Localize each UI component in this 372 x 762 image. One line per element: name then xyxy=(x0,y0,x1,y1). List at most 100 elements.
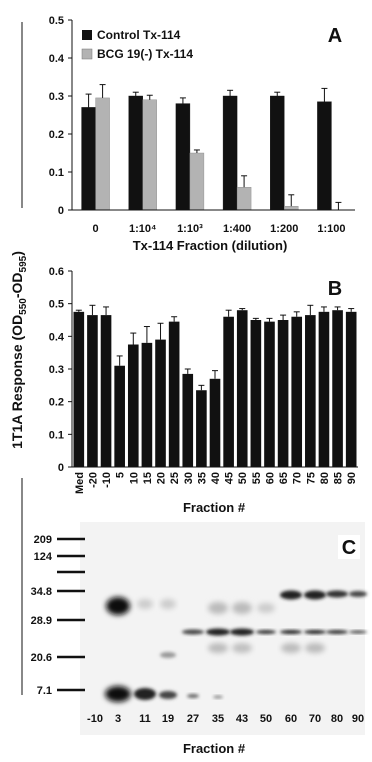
gel-band xyxy=(326,590,348,598)
panel-b-bar xyxy=(168,321,180,467)
panel-a-xtick-label: 1:100 xyxy=(317,223,345,235)
panel-b-xtick-label: 75 xyxy=(305,472,317,484)
panel-b-bar xyxy=(318,311,330,467)
panel-b-bar xyxy=(114,365,125,467)
panel-b-xtick-label: 60 xyxy=(264,472,276,484)
panel-b-xtick-label: 5 xyxy=(115,472,127,478)
gel-band xyxy=(159,691,177,699)
gel-lane-label: 80 xyxy=(331,713,343,725)
panel-b-xtick-label: 70 xyxy=(292,472,304,484)
gel-band xyxy=(187,694,199,698)
gel-lane-labels: -10 3 11 19 27 35 43 50 60 70 80 90 xyxy=(87,713,364,725)
panel-b-bar xyxy=(209,378,221,467)
panel-b-bar xyxy=(305,315,316,467)
panel-a-bar-control xyxy=(317,101,332,211)
panel-a-bar-control xyxy=(222,95,238,211)
panel-b-xtick-label: 85 xyxy=(333,472,345,484)
gel-lane-label: 19 xyxy=(162,713,174,725)
gel-band xyxy=(160,599,176,609)
panel-b-xtick-label: 65 xyxy=(278,472,290,484)
panel-b-bar xyxy=(127,344,139,467)
panel-b-bar xyxy=(87,315,98,467)
panel-b-bar xyxy=(236,310,248,467)
panel-b-bar xyxy=(345,311,357,467)
panel-b: 0 0.1 0.2 0.3 0.4 0.5 0.6 Med -20 -10 5 10 15 20 25 30… xyxy=(49,266,358,515)
gel-band xyxy=(206,628,230,636)
panel-a-bar-bcg xyxy=(284,205,299,211)
gel-band xyxy=(213,695,223,699)
shared-y-axis-label: 1T1A Response (OD550-OD595) xyxy=(9,251,29,449)
legend-label-bcg: BCG 19(-) Tx-114 xyxy=(97,47,193,61)
panel-a-x-title: Tx-114 Fraction (dilution) xyxy=(133,238,288,253)
gel-marker-label: 28.9 xyxy=(31,615,52,627)
gel-marker-label: 20.6 xyxy=(31,652,52,664)
panel-a-ytick-label: 0.2 xyxy=(49,129,64,141)
panel-a-xticks: 0 1:10⁴ 1:10³ 1:400 1:200 1:100 xyxy=(93,223,346,235)
gel-lane-label: 3 xyxy=(115,713,121,725)
gel-band xyxy=(304,590,326,600)
gel-lane-label: 11 xyxy=(139,713,151,725)
gel-band xyxy=(280,630,302,634)
panel-c-letter: C xyxy=(342,537,356,559)
panel-b-xtick-label: 20 xyxy=(156,472,168,484)
panel-b-ytick-label: 0.1 xyxy=(49,429,64,441)
panel-a-xtick-label: 1:10⁴ xyxy=(129,223,156,235)
panel-a-bar-bcg xyxy=(142,99,157,211)
gel-band xyxy=(257,603,275,613)
panel-b-bar xyxy=(264,321,275,467)
panel-b-bar xyxy=(223,316,234,467)
panel-b-x-title: Fraction # xyxy=(183,500,246,515)
gel-band xyxy=(349,591,367,597)
panel-a-bar-control xyxy=(81,107,96,211)
gel-band xyxy=(280,590,302,600)
panel-b-bar xyxy=(332,310,343,467)
panel-b-bar xyxy=(182,373,194,467)
panel-a-ytick-label: 0 xyxy=(58,205,64,217)
panel-a: 0 0.1 0.2 0.3 0.4 0.5 0 1:10⁴ 1:10³ 1:400 1:200 1:… xyxy=(49,15,355,253)
panel-b-xtick-label: 35 xyxy=(196,472,208,484)
panel-b-ytick-label: 0.3 xyxy=(49,364,64,376)
panel-a-ytick-label: 0.5 xyxy=(49,15,64,27)
panel-a-letter: A xyxy=(328,25,342,47)
legend-swatch-control xyxy=(82,30,92,40)
panel-b-xtick-label: 45 xyxy=(224,472,236,484)
gel-band xyxy=(230,628,254,636)
gel-band xyxy=(137,599,153,609)
panel-b-xtick-label: 30 xyxy=(183,472,195,484)
gel-lane-label: 27 xyxy=(187,713,199,725)
panel-b-bar xyxy=(141,342,153,467)
panel-b-xtick-label: Med xyxy=(74,472,86,494)
panel-a-xtick-label: 1:200 xyxy=(270,223,298,235)
panel-b-letter: B xyxy=(328,278,342,300)
panel-b-bar xyxy=(100,315,112,467)
gel-background xyxy=(80,522,365,735)
panel-b-xtick-label: 15 xyxy=(142,472,154,484)
legend: Control Tx-114 BCG 19(-) Tx-114 xyxy=(81,28,193,61)
gel-band xyxy=(349,630,367,634)
panel-c: 209 124 34.8 28.9 20.6 7.1 -10 3 11 19 27 35 43 50 60… xyxy=(31,522,367,756)
panel-b-xtick-label: 80 xyxy=(319,472,331,484)
panel-b-xtick-label: 40 xyxy=(210,472,222,484)
panel-a-yticks: 0 0.1 0.2 0.3 0.4 0.5 xyxy=(49,15,72,217)
panel-b-xtick-label: -10 xyxy=(101,472,113,488)
panel-b-ytick-label: 0.4 xyxy=(49,331,65,343)
panel-b-xtick-label: -20 xyxy=(87,472,99,488)
gel-lane-label: -10 xyxy=(87,713,103,725)
panel-b-xtick-label: 55 xyxy=(251,472,263,484)
gel-band xyxy=(106,597,130,615)
panel-a-ytick-label: 0.3 xyxy=(49,91,64,103)
panel-b-ytick-label: 0.2 xyxy=(49,397,64,409)
gel-marker-label: 7.1 xyxy=(37,685,52,697)
panel-a-ytick-label: 0.4 xyxy=(49,53,65,65)
panel-a-bars xyxy=(81,84,342,211)
panel-a-xtick-label: 1:10³ xyxy=(177,223,203,235)
gel-lane-label: 35 xyxy=(212,713,224,725)
panel-b-xtick-label: 25 xyxy=(169,472,181,484)
gel-lane-label: 90 xyxy=(352,713,364,725)
gel-band xyxy=(232,602,252,614)
panel-a-bar-bcg xyxy=(95,97,110,211)
legend-swatch-bcg xyxy=(81,48,93,60)
gel-band xyxy=(232,643,252,653)
panel-b-ytick-label: 0.5 xyxy=(49,299,64,311)
